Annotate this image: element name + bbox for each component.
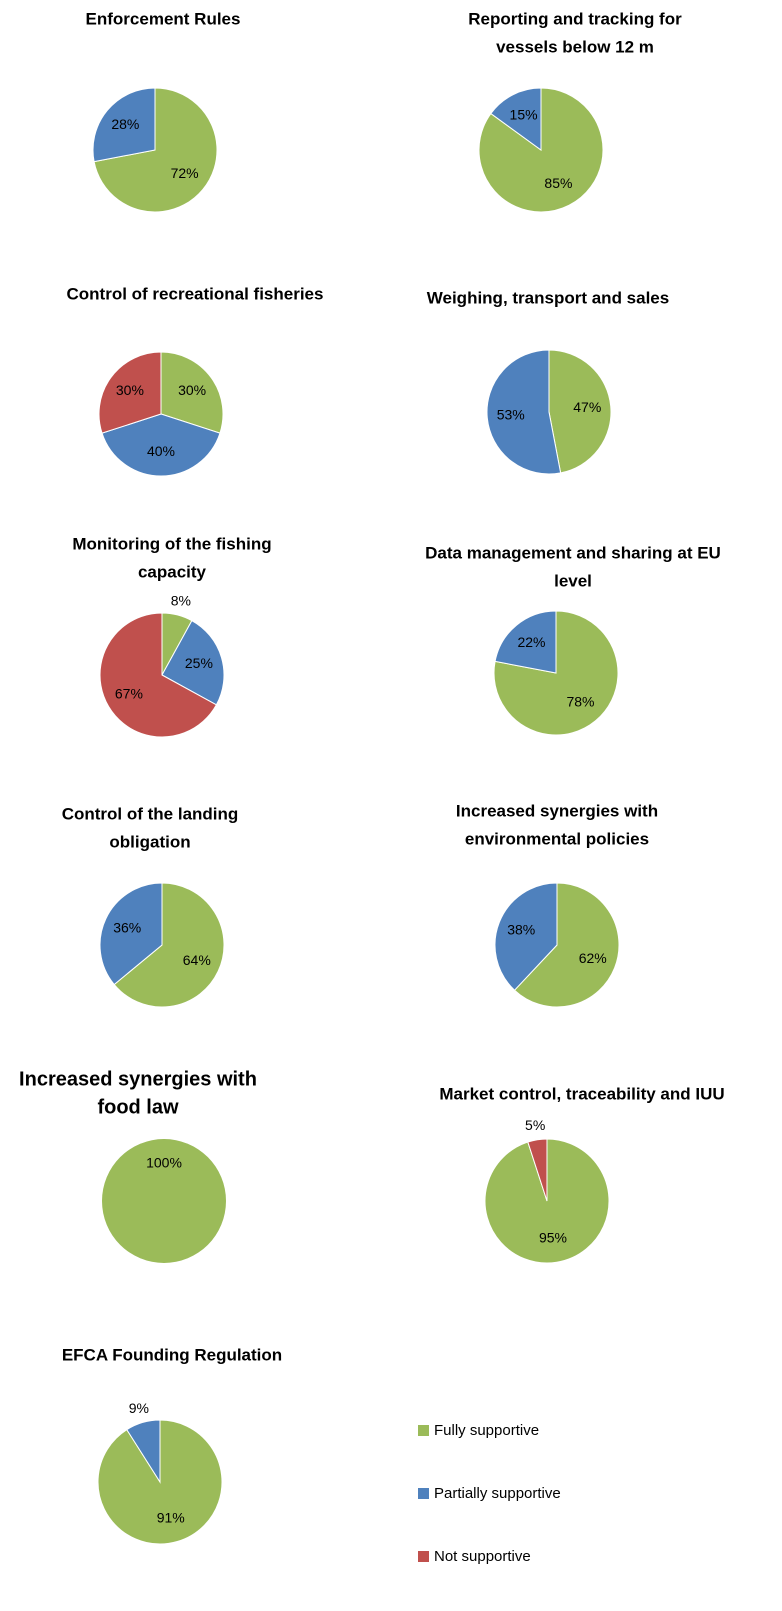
legend-swatch <box>418 1551 429 1562</box>
chart-title: Data management and sharing at EU <box>425 543 721 562</box>
pie-slice <box>494 610 557 674</box>
data-label: 22% <box>517 634 545 650</box>
pie-slice <box>494 882 558 991</box>
chart-title: EFCA Founding Regulation <box>62 1345 282 1364</box>
pie-slice <box>160 351 224 434</box>
chart-title: Monitoring of the fishing <box>72 534 271 553</box>
data-label: 30% <box>116 382 144 398</box>
data-label: 91% <box>157 1510 185 1526</box>
pie-slice <box>99 612 218 738</box>
data-label: 38% <box>507 922 535 938</box>
data-label: 53% <box>497 406 525 422</box>
data-label: 67% <box>115 685 143 701</box>
legend: Fully supportive Partially supportive Not … <box>418 1422 561 1565</box>
pie-slice <box>113 882 225 1008</box>
chart-title: capacity <box>138 562 207 581</box>
pie-chart: Control of recreational fisheries 30% 40% 3… <box>67 284 324 477</box>
chart-title: Increased synergies with <box>19 1068 257 1090</box>
chart-title: Control of recreational fisheries <box>67 284 324 303</box>
data-label: 28% <box>111 116 139 132</box>
chart-title: food law <box>97 1096 179 1118</box>
data-label: 100% <box>146 1155 182 1171</box>
data-label: 72% <box>171 165 199 181</box>
legend-swatch <box>418 1488 429 1499</box>
chart-title: environmental policies <box>465 829 649 848</box>
pie-chart: Market control, traceability and IUU 95% 5… <box>439 1084 725 1264</box>
pie-slice <box>490 87 542 151</box>
pie-chart: Increased synergies with environmental po… <box>456 801 658 1008</box>
pie-chart: Control of the landing obligation 64% 36% <box>62 804 239 1008</box>
data-label: 25% <box>185 655 213 671</box>
legend-label: Fully supportive <box>434 1422 539 1439</box>
pie-chart: Reporting and tracking for vessels below … <box>468 9 682 213</box>
data-label: 62% <box>579 950 607 966</box>
data-label: 9% <box>129 1400 149 1416</box>
pie-slice <box>126 1419 161 1484</box>
pie-chart: Enforcement Rules 72% 28% <box>86 9 241 213</box>
chart-title: Market control, traceability and IUU <box>439 1084 724 1103</box>
legend-label: Partially supportive <box>434 1485 561 1502</box>
legend-label: Not supportive <box>434 1548 531 1565</box>
data-label: 47% <box>573 399 601 415</box>
pie-chart: Increased synergies with food law 100% <box>19 1068 257 1263</box>
pie-slice <box>98 351 162 434</box>
pie-slice <box>101 413 221 477</box>
data-label: 95% <box>539 1230 567 1246</box>
data-label: 5% <box>525 1117 545 1133</box>
pie-slice <box>99 882 163 986</box>
pie-slice <box>527 1138 548 1202</box>
pie-slice <box>92 87 156 163</box>
pie-chart: Weighing, transport and sales 47% 53% <box>427 288 669 475</box>
data-label: 78% <box>566 693 594 709</box>
pie-slice <box>486 349 562 475</box>
data-label: 15% <box>510 106 538 122</box>
data-label: 64% <box>183 952 211 968</box>
chart-title: vessels below 12 m <box>496 37 654 56</box>
pie-slice <box>513 882 620 1008</box>
chart-title: Reporting and tracking for <box>468 9 682 28</box>
pie-chart: EFCA Founding Regulation 91% 9% <box>62 1345 282 1545</box>
data-label: 30% <box>178 382 206 398</box>
data-label: 36% <box>113 919 141 935</box>
chart-title: Weighing, transport and sales <box>427 288 669 307</box>
chart-title: Control of the landing <box>62 804 239 823</box>
pie-slice <box>548 349 612 474</box>
pie-slice <box>93 87 218 213</box>
pie-slice <box>161 619 225 706</box>
legend-swatch <box>418 1425 429 1436</box>
data-label: 40% <box>147 443 175 459</box>
chart-title: level <box>554 571 592 590</box>
chart-title: obligation <box>109 832 190 851</box>
data-label: 8% <box>171 592 191 608</box>
pie-chart: Data management and sharing at EU level 78… <box>425 543 721 736</box>
chart-title: Enforcement Rules <box>86 9 241 28</box>
chart-title: Increased synergies with <box>456 801 658 820</box>
pie-slice <box>102 1139 226 1263</box>
pie-chart: Monitoring of the fishing capacity 8% 25% 67… <box>72 534 272 738</box>
data-label: 85% <box>544 175 572 191</box>
